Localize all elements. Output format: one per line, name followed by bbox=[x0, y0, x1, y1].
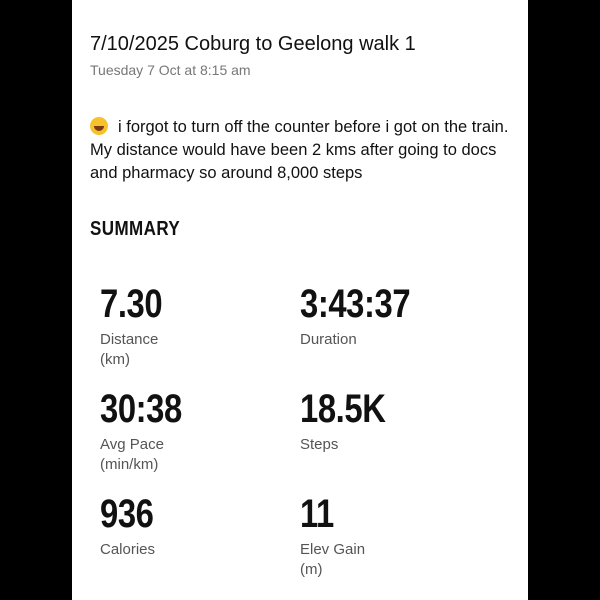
stat-label: Duration bbox=[300, 331, 357, 348]
laughing-emoji-icon bbox=[90, 117, 108, 135]
stat-value: 30:38 bbox=[100, 387, 182, 431]
stat-label: Elev Gain (m) bbox=[300, 541, 366, 578]
stat-distance: 7.30 Distance (km) bbox=[100, 282, 280, 370]
stat-value: 11 bbox=[300, 492, 334, 536]
activity-detail-panel: 7/10/2025 Coburg to Geelong walk 1 Tuesd… bbox=[72, 0, 528, 600]
activity-note: i forgot to turn off the counter before … bbox=[90, 116, 510, 185]
activity-title: 7/10/2025 Coburg to Geelong walk 1 bbox=[90, 33, 416, 55]
stat-value: 936 bbox=[100, 492, 154, 536]
stat-calories: 936 Calories bbox=[100, 492, 280, 560]
stat-label: Distance (km) bbox=[100, 331, 159, 368]
stat-label: Calories bbox=[100, 541, 156, 558]
stat-avg-pace: 30:38 Avg Pace (min/km) bbox=[100, 387, 280, 475]
stat-label: Steps bbox=[300, 436, 339, 453]
note-text: i forgot to turn off the counter before … bbox=[90, 118, 509, 182]
stat-duration: 3:43:37 Duration bbox=[300, 282, 480, 350]
stat-value: 7.30 bbox=[100, 282, 163, 326]
activity-datetime: Tuesday 7 Oct at 8:15 am bbox=[90, 62, 251, 78]
stat-label: Avg Pace (min/km) bbox=[100, 436, 164, 473]
stat-elev-gain: 11 Elev Gain (m) bbox=[300, 492, 480, 580]
summary-heading: SUMMARY bbox=[90, 218, 181, 240]
stat-steps: 18.5K Steps bbox=[300, 387, 480, 455]
stat-value: 3:43:37 bbox=[300, 282, 411, 326]
stat-value: 18.5K bbox=[300, 387, 386, 431]
